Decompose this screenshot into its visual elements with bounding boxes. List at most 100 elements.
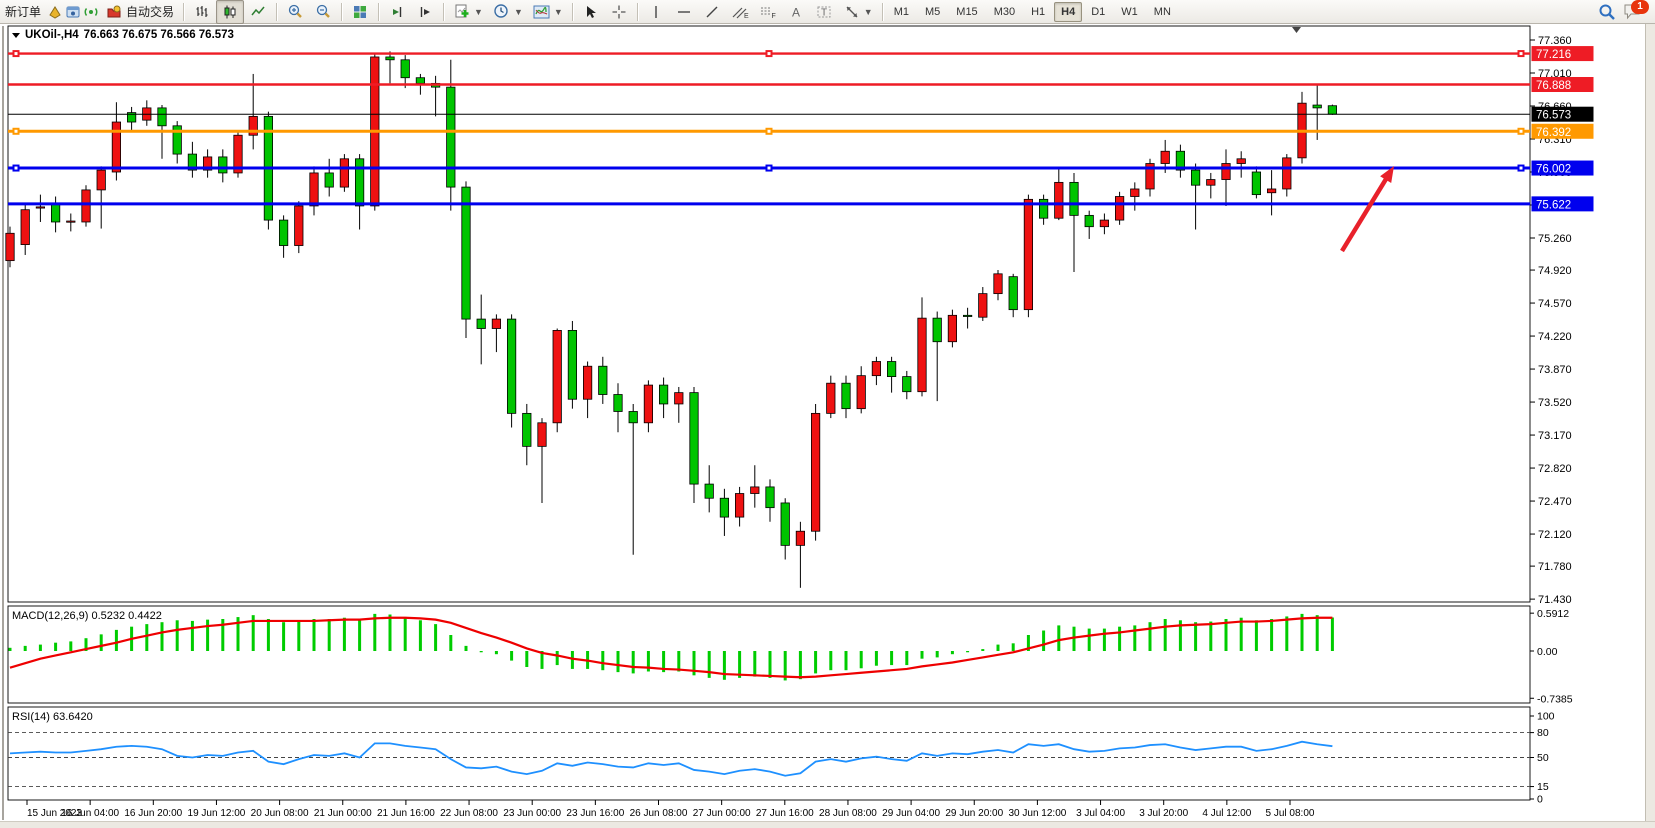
macd-histogram-bar	[768, 651, 772, 678]
candle	[1221, 163, 1231, 180]
window-right-edge	[1645, 23, 1655, 828]
horizontal-line-button[interactable]	[670, 0, 698, 24]
arrow-annotation[interactable]	[1340, 175, 1390, 253]
timeframe-mn-button[interactable]: MN	[1153, 5, 1171, 18]
timeframe-m1-button[interactable]: M1	[893, 5, 909, 18]
macd-histogram-bar	[297, 621, 301, 651]
candle	[476, 318, 486, 329]
timeframe-toolbar: M1 M5 M15 M30 H1 H4 D1 W1 MN	[887, 1, 1178, 22]
new-order-button[interactable]: 新订单	[0, 0, 46, 23]
text-button[interactable]: A	[782, 0, 810, 24]
timeframe-m5-button[interactable]: M5	[925, 5, 941, 18]
hline-handle-center	[14, 129, 18, 133]
timeframe-w1-button[interactable]: W1	[1121, 5, 1138, 18]
vertical-line-button[interactable]	[642, 0, 670, 24]
auto-scroll-button[interactable]	[383, 0, 411, 24]
candle	[1191, 169, 1201, 186]
arrows-button[interactable]: ▼	[838, 0, 878, 24]
indicators-button[interactable]: ▼	[528, 0, 568, 24]
symbol-dropdown-icon[interactable]	[12, 32, 20, 38]
candle	[51, 202, 61, 223]
price-axis-label: 74.220	[1538, 331, 1572, 343]
macd-histogram-bar	[403, 617, 407, 651]
candle	[735, 493, 745, 518]
macd-histogram-bar	[221, 619, 225, 651]
timeframe-m15-button[interactable]: M15	[956, 5, 978, 18]
price-axis-badge-label: 76.888	[1536, 80, 1571, 92]
candle	[963, 314, 973, 317]
channel-button[interactable]: E	[726, 0, 754, 24]
macd-axis-label: -0.7385	[1537, 693, 1573, 705]
candle	[643, 384, 654, 424]
bar-chart-button[interactable]	[188, 0, 216, 24]
macd-histogram-bar	[236, 617, 240, 651]
candle	[522, 412, 532, 447]
candlestick-chart-button[interactable]	[216, 0, 245, 24]
period-button[interactable]: ▼	[488, 0, 528, 24]
symbol-ohlc: 76.663 76.675 76.566 76.573	[83, 29, 234, 41]
label-button[interactable]: T	[810, 0, 838, 24]
window-bottom-edge	[0, 821, 1655, 828]
timeframe-m30-button[interactable]: M30	[993, 5, 1016, 18]
time-axis-label: 16 Jun 04:00	[61, 808, 119, 819]
tile-windows-button[interactable]	[346, 0, 374, 24]
macd-histogram-bar	[1102, 628, 1106, 651]
arrow-annotation-head[interactable]	[1380, 166, 1394, 184]
signal-icon[interactable]	[82, 3, 100, 21]
line-chart-button[interactable]	[244, 0, 272, 24]
candle	[765, 486, 775, 509]
time-axis-label: 16 Jun 20:00	[124, 808, 182, 819]
notifications-button[interactable]: 1	[1623, 0, 1649, 22]
zoom-in-button[interactable]	[281, 0, 309, 24]
market-watch-icon[interactable]	[46, 3, 64, 21]
macd-histogram-bar	[555, 651, 559, 666]
svg-text:A: A	[792, 5, 800, 19]
new-chart-button[interactable]: ▼	[448, 0, 488, 24]
macd-histogram-bar	[935, 651, 939, 658]
macd-histogram-bar	[814, 651, 818, 674]
price-axis-badge	[1531, 106, 1594, 122]
chart-shift-button[interactable]	[411, 0, 439, 24]
crosshair-button[interactable]	[605, 0, 633, 24]
zoom-out-button[interactable]	[309, 0, 337, 24]
rsi-axis-label: 15	[1537, 781, 1549, 793]
rsi-axis-label: 100	[1537, 711, 1555, 723]
macd-histogram-bar	[570, 651, 574, 669]
candle	[1130, 188, 1140, 197]
macd-histogram-bar	[1254, 620, 1258, 651]
candle	[887, 361, 897, 378]
candle	[1282, 157, 1292, 190]
candle	[446, 86, 456, 188]
candle	[978, 293, 988, 318]
candlestick-chart-icon	[221, 3, 239, 21]
rsi-axis-label: 50	[1537, 752, 1549, 764]
macd-histogram-bar	[327, 619, 331, 651]
macd-histogram-bar	[434, 624, 438, 651]
symbol-info[interactable]: UKOil-,H4 76.663 76.675 76.566 76.573	[12, 29, 234, 41]
chart-shift-marker	[1292, 27, 1301, 33]
hline-handle-center	[767, 166, 771, 170]
autotrading-button[interactable]: 自动交易	[100, 0, 179, 24]
zoom-out-icon	[314, 3, 332, 21]
timeframe-h4-button[interactable]: H4	[1054, 1, 1083, 22]
macd-histogram-bar	[798, 651, 802, 680]
candle	[613, 394, 623, 412]
autotrading-icon	[105, 3, 123, 21]
macd-label: MACD(12,26,9) 0.5232 0.4422	[12, 610, 162, 622]
timeframe-d1-button[interactable]: D1	[1091, 5, 1106, 18]
trendline-button[interactable]	[698, 0, 726, 24]
cursor-button[interactable]	[577, 0, 605, 24]
macd-histogram-bar	[1315, 615, 1319, 651]
fibonacci-button[interactable]: F	[754, 0, 782, 24]
svg-text:T: T	[821, 7, 827, 18]
candle	[1099, 219, 1109, 228]
macd-axis-label: 0.5912	[1537, 608, 1569, 620]
price-axis-badge-label: 76.573	[1536, 110, 1571, 122]
navigator-icon[interactable]	[64, 3, 82, 21]
candle	[871, 361, 882, 377]
candle	[415, 77, 426, 84]
search-icon[interactable]	[1597, 3, 1615, 21]
price-axis-badge	[1531, 123, 1594, 139]
timeframe-h1-button[interactable]: H1	[1031, 5, 1046, 18]
